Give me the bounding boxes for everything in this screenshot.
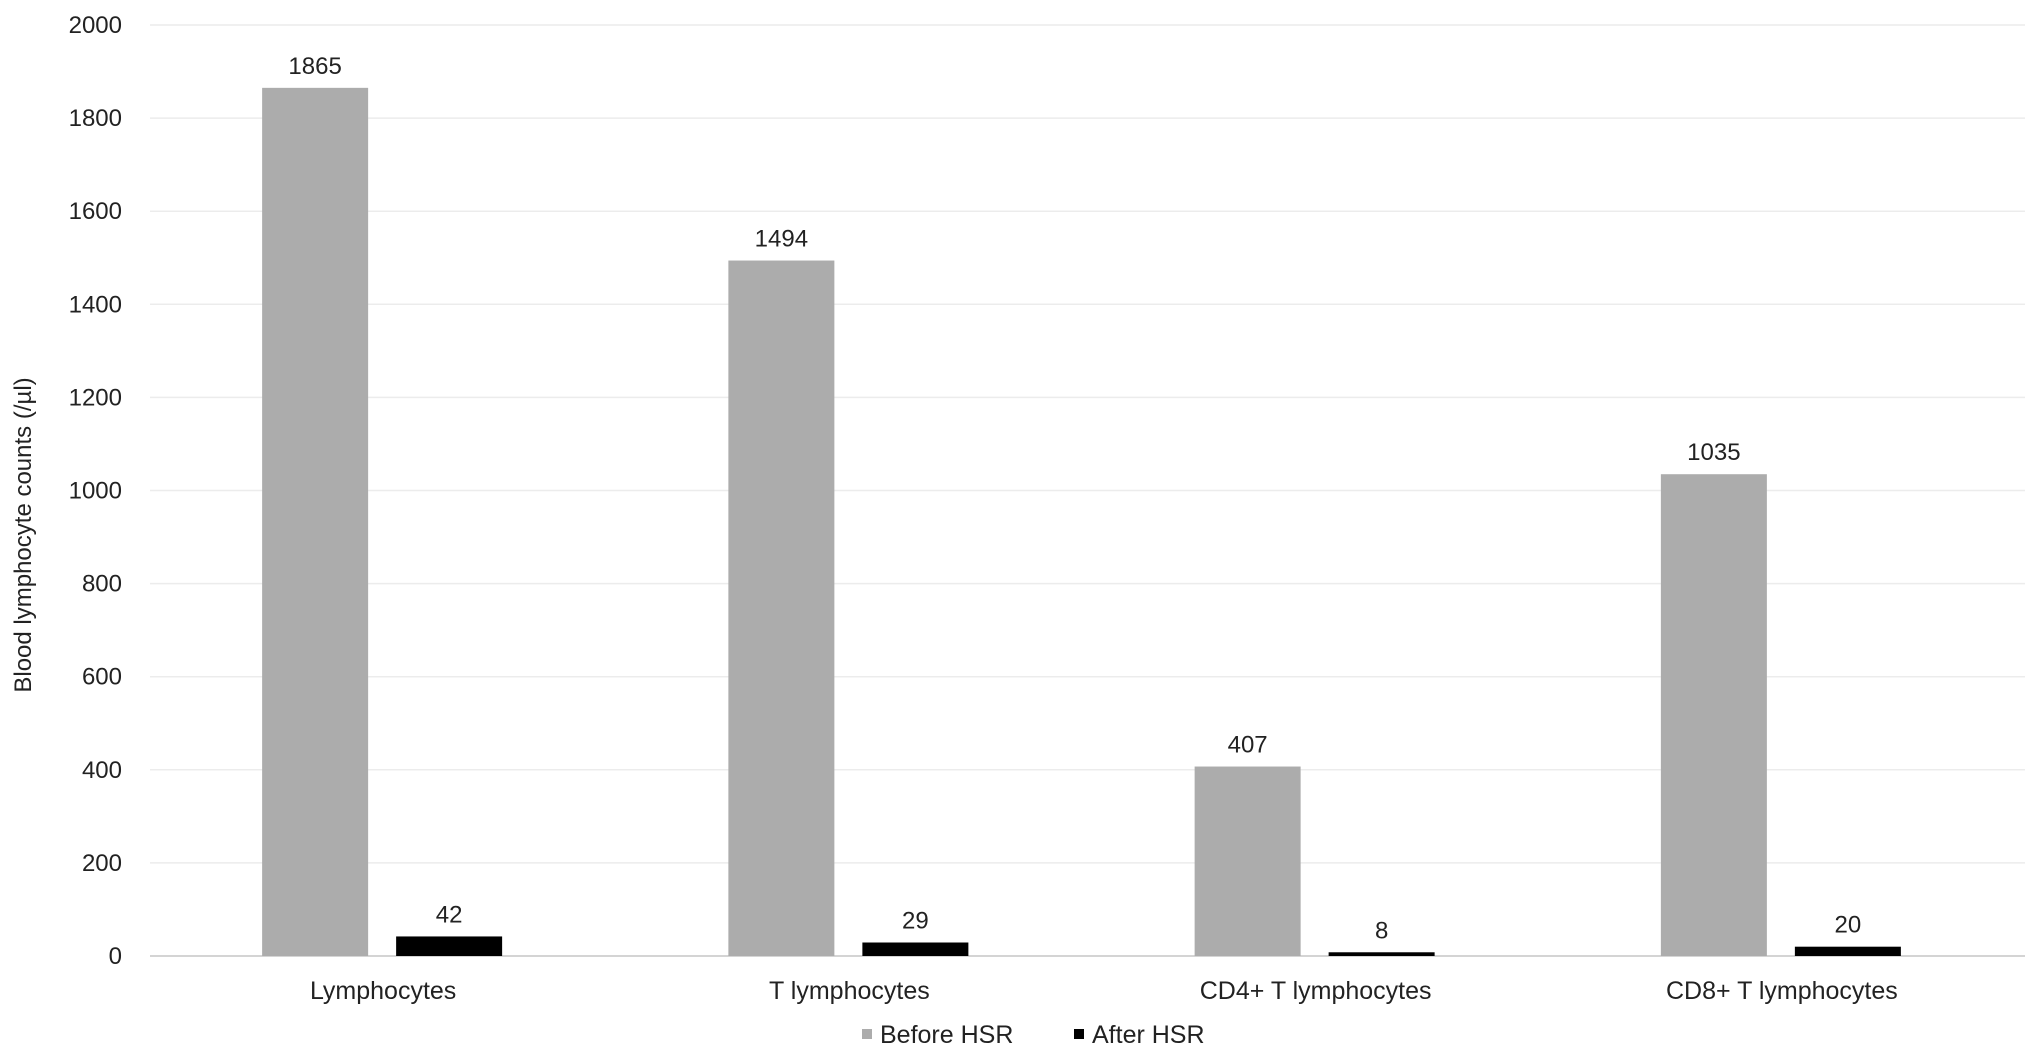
data-label: 29 [902, 908, 929, 935]
x-tick-label: Lymphocytes [310, 977, 456, 1005]
bar-before [1660, 474, 1767, 956]
legend-swatch [1074, 1029, 1084, 1039]
y-tick-label: 0 [109, 943, 122, 970]
y-tick-label: 1000 [69, 478, 122, 505]
bars [262, 87, 1901, 957]
legend-label: After HSR [1092, 1021, 1205, 1049]
y-tick-label: 1800 [69, 105, 122, 132]
y-axis-label: Blood lymphocyte counts (/µl) [10, 377, 37, 692]
x-tick-label: CD8+ T lymphocytes [1666, 977, 1898, 1005]
y-tick-label: 800 [82, 571, 122, 598]
y-axis-ticks: 0 200 400 600 800 1000 1200 1400 1600 1800 2000 [69, 12, 122, 970]
data-label: 1865 [288, 53, 341, 80]
bar-after [1794, 946, 1901, 956]
data-label: 1494 [755, 226, 808, 253]
legend-swatch [862, 1029, 872, 1039]
bar-after [1328, 952, 1435, 956]
y-tick-label: 1600 [69, 198, 122, 225]
x-axis-ticks: Lymphocytes T lymphocytes CD4+ T lymphocyt… [310, 977, 1898, 1005]
bar-after [862, 942, 969, 956]
y-tick-label: 400 [82, 757, 122, 784]
data-label: 407 [1228, 732, 1268, 759]
data-label: 20 [1835, 912, 1862, 939]
y-tick-label: 600 [82, 664, 122, 691]
x-tick-label: T lymphocytes [769, 977, 930, 1005]
data-label: 42 [436, 901, 463, 928]
x-tick-label: CD4+ T lymphocytes [1200, 977, 1432, 1005]
bar-after [396, 936, 503, 956]
y-tick-label: 1400 [69, 291, 122, 318]
y-tick-label: 200 [82, 850, 122, 877]
data-label: 8 [1375, 917, 1388, 944]
bar-before [1194, 766, 1301, 956]
legend: Before HSR After HSR [862, 1021, 1205, 1049]
legend-label: Before HSR [880, 1021, 1013, 1049]
y-tick-label: 2000 [69, 12, 122, 39]
bar-before [728, 260, 835, 957]
y-tick-label: 1200 [69, 384, 122, 411]
data-labels: 1865 42 1494 29 407 8 1035 20 [288, 53, 1861, 944]
bar-before [262, 87, 369, 956]
data-label: 1035 [1687, 439, 1740, 466]
gridlines [150, 24, 2025, 957]
